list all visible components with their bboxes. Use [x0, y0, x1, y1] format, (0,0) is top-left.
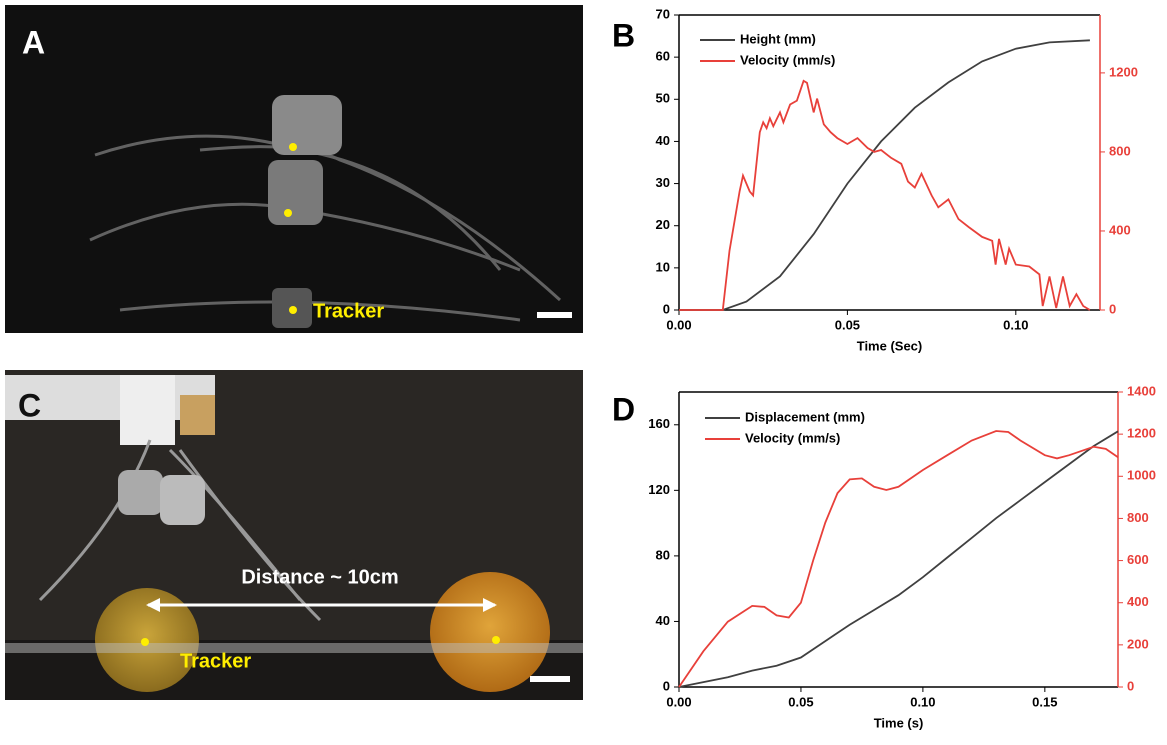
- x-tick-label: 0.05: [835, 317, 860, 332]
- data-line: [679, 39, 1090, 311]
- scale-bar: [530, 676, 570, 682]
- tracker-dot: [289, 143, 297, 151]
- scale-bar: [537, 312, 572, 318]
- x-tick-label: 0.10: [1003, 317, 1028, 332]
- y-tick-label: 10: [656, 259, 670, 274]
- gripper: [180, 395, 215, 435]
- y2-tick-label: 1400: [1127, 383, 1156, 398]
- panel-label: B: [612, 17, 635, 53]
- legend-label: Height (mm): [740, 31, 816, 46]
- y2-tick-label: 200: [1127, 636, 1149, 651]
- tracker-dot: [289, 306, 297, 314]
- y-tick-label: 160: [648, 416, 670, 431]
- robot-body: [118, 470, 163, 515]
- data-line: [679, 79, 1091, 311]
- y2-tick-label: 1200: [1127, 426, 1156, 441]
- panel-label: A: [22, 24, 45, 60]
- y-tick-label: 50: [656, 91, 670, 106]
- photo-annotation: Distance ~ 10cm: [241, 566, 398, 588]
- y2-tick-label: 0: [1109, 301, 1116, 316]
- tracker-dot: [141, 638, 149, 646]
- x-tick-label: 0.00: [666, 317, 691, 332]
- y2-tick-label: 1200: [1109, 64, 1138, 79]
- legend-label: Velocity (mm/s): [740, 52, 835, 67]
- y2-tick-label: 400: [1127, 594, 1149, 609]
- y-tick-label: 40: [656, 613, 670, 628]
- panel-label: C: [18, 387, 41, 423]
- y2-tick-label: 1000: [1127, 468, 1156, 483]
- data-line: [678, 430, 1119, 688]
- panel-label: D: [612, 391, 635, 427]
- x-tick-label: 0.15: [1032, 694, 1057, 709]
- y-tick-label: 60: [656, 49, 670, 64]
- photo-annotation: Tracker: [313, 300, 384, 322]
- x-tick-label: 0.05: [788, 694, 813, 709]
- robot-body: [160, 475, 205, 525]
- x-axis-title: Time (Sec): [857, 338, 923, 353]
- y2-tick-label: 600: [1127, 552, 1149, 567]
- y-tick-label: 0: [663, 678, 670, 693]
- x-axis-title: Time (s): [874, 715, 924, 730]
- gripper: [120, 375, 175, 445]
- robot-body: [272, 95, 342, 155]
- y-tick-label: 20: [656, 217, 670, 232]
- x-tick-label: 0.10: [910, 694, 935, 709]
- y-tick-label: 70: [656, 6, 670, 21]
- legend-label: Displacement (mm): [745, 409, 865, 424]
- y2-tick-label: 400: [1109, 222, 1131, 237]
- rod: [5, 643, 583, 653]
- photo-annotation: Tracker: [180, 650, 251, 672]
- legend-label: Velocity (mm/s): [745, 430, 840, 445]
- data-line: [678, 430, 1119, 688]
- y-tick-label: 120: [648, 482, 670, 497]
- y-tick-label: 0: [663, 301, 670, 316]
- y2-tick-label: 0: [1127, 678, 1134, 693]
- y2-tick-label: 800: [1109, 143, 1131, 158]
- y2-tick-label: 800: [1127, 510, 1149, 525]
- tracker-dot: [284, 209, 292, 217]
- y-tick-label: 30: [656, 175, 670, 190]
- y-tick-label: 40: [656, 133, 670, 148]
- robot-body: [268, 160, 323, 225]
- tracker-dot: [492, 636, 500, 644]
- x-tick-label: 0.00: [666, 694, 691, 709]
- y-tick-label: 80: [656, 547, 670, 562]
- ball: [430, 572, 550, 692]
